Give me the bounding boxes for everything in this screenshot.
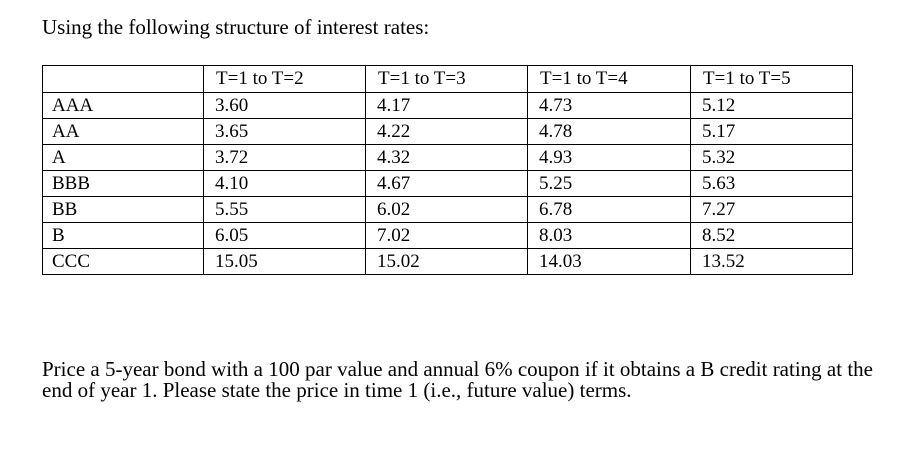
- rating-label: AA: [42, 118, 204, 145]
- table-row: AA 3.65 4.22 4.78 5.17: [42, 118, 853, 145]
- question-text: Price a 5-year bond with a 100 par value…: [42, 357, 873, 402]
- rate-cell: 6.78: [527, 196, 691, 223]
- table-row: BB 5.55 6.02 6.78 7.27: [42, 196, 853, 223]
- rate-cell: 14.03: [527, 248, 691, 275]
- rate-cell: 15.02: [365, 248, 528, 275]
- rate-cell: 5.63: [690, 170, 853, 197]
- rate-cell: 5.25: [527, 170, 691, 197]
- rate-cell: 4.73: [527, 92, 691, 119]
- column-header-t3: T=1 to T=3: [365, 65, 528, 93]
- interest-rate-table: T=1 to T=2 T=1 to T=3 T=1 to T=4 T=1 to …: [42, 65, 853, 275]
- rate-cell: 4.67: [365, 170, 528, 197]
- table-row: AAA 3.60 4.17 4.73 5.12: [42, 92, 853, 119]
- column-header-t2: T=1 to T=2: [203, 65, 366, 93]
- rate-cell: 5.17: [690, 118, 853, 145]
- rate-cell: 8.03: [527, 222, 691, 249]
- rate-cell: 7.27: [690, 196, 853, 223]
- rate-cell: 8.52: [690, 222, 853, 249]
- rate-cell: 3.65: [203, 118, 366, 145]
- rate-cell: 3.60: [203, 92, 366, 119]
- rate-cell: 5.12: [690, 92, 853, 119]
- intro-text: Using the following structure of interes…: [42, 15, 430, 39]
- rate-cell: 13.52: [690, 248, 853, 275]
- table-row: CCC 15.05 15.02 14.03 13.52: [42, 248, 853, 275]
- rate-cell: 3.72: [203, 144, 366, 171]
- table-header-row: T=1 to T=2 T=1 to T=3 T=1 to T=4 T=1 to …: [42, 65, 853, 93]
- rate-cell: 5.32: [690, 144, 853, 171]
- table-row: B 6.05 7.02 8.03 8.52: [42, 222, 853, 249]
- rating-label: BBB: [42, 170, 204, 197]
- table-row: BBB 4.10 4.67 5.25 5.63: [42, 170, 853, 197]
- rate-cell: 4.22: [365, 118, 528, 145]
- table-row: A 3.72 4.32 4.93 5.32: [42, 144, 853, 171]
- rate-cell: 5.55: [203, 196, 366, 223]
- rating-label: BB: [42, 196, 204, 223]
- rate-cell: 4.32: [365, 144, 528, 171]
- rating-label: AAA: [42, 92, 204, 119]
- column-header-t4: T=1 to T=4: [527, 65, 691, 93]
- rating-label: A: [42, 144, 204, 171]
- rate-cell: 4.17: [365, 92, 528, 119]
- column-header-t5: T=1 to T=5: [690, 65, 853, 93]
- rate-cell: 6.02: [365, 196, 528, 223]
- rate-cell: 4.78: [527, 118, 691, 145]
- rate-cell: 4.93: [527, 144, 691, 171]
- rating-label: CCC: [42, 248, 204, 275]
- rate-cell: 4.10: [203, 170, 366, 197]
- rating-label: B: [42, 222, 204, 249]
- rate-cell: 7.02: [365, 222, 528, 249]
- rate-cell: 15.05: [203, 248, 366, 275]
- rate-cell: 6.05: [203, 222, 366, 249]
- table-corner-cell: [42, 65, 204, 93]
